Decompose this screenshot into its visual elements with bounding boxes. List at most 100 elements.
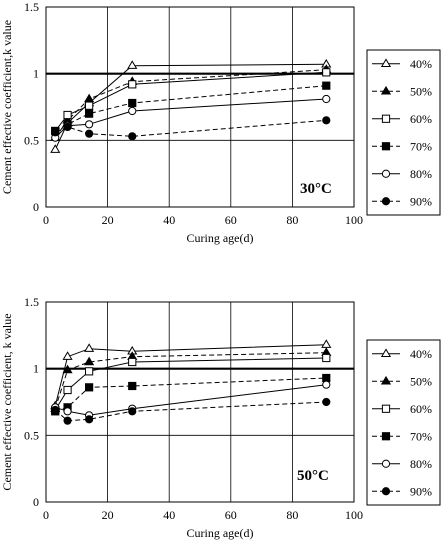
data-point (322, 68, 331, 77)
data-point (51, 128, 60, 137)
x-tick-label: 20 (102, 508, 114, 522)
x-tick-label: 60 (225, 508, 237, 522)
legend-marker (380, 348, 392, 357)
data-point (63, 122, 72, 132)
data-point (63, 110, 72, 120)
data-point (321, 339, 332, 348)
x-tick-label: 80 (286, 508, 298, 522)
legend-marker (381, 432, 391, 441)
legend-label: 50% (410, 374, 432, 388)
legend-label: 80% (410, 457, 432, 471)
legend-label: 90% (410, 194, 432, 208)
data-point (128, 381, 137, 391)
x-tick-label: 100 (345, 508, 363, 522)
x-tick-label: 40 (163, 508, 175, 522)
series-line (54, 69, 327, 138)
data-point (63, 385, 72, 395)
y-tick-label: 0.5 (24, 133, 39, 147)
data-point (322, 116, 331, 125)
data-point (322, 380, 331, 389)
series-80pct (51, 380, 331, 420)
chart-panel-2: 0 20 40 60 80 100 0 0.5 1 1.5 Curing age(d) Cement … (0, 295, 441, 540)
legend-label: 70% (410, 139, 432, 153)
legend-label: 40% (410, 57, 432, 71)
data-point (85, 120, 94, 129)
data-point (128, 132, 137, 141)
data-point (128, 98, 137, 108)
legend-marker (381, 142, 391, 151)
data-point (62, 364, 73, 374)
legend-marker (381, 197, 391, 206)
series-line (55, 377, 327, 412)
series-line (54, 352, 327, 409)
y-tick-label: 1 (33, 362, 39, 376)
x-tick-label: 0 (43, 508, 49, 522)
series-line (54, 85, 327, 132)
data-point (50, 144, 61, 153)
x-tick-label: 100 (345, 213, 363, 227)
x-tick-label: 0 (43, 213, 49, 227)
legend-label: 60% (410, 112, 432, 126)
x-axis-label: Curing age(d) (187, 526, 254, 540)
legend-marker (381, 404, 391, 413)
data-point (85, 383, 94, 392)
data-point (85, 109, 94, 118)
legend-marker (381, 459, 391, 468)
data-point (128, 80, 137, 89)
plot-area (45, 6, 355, 208)
legend-label: 60% (410, 402, 432, 416)
y-tick-label: 0.5 (24, 428, 39, 442)
legend-label: 80% (410, 167, 432, 181)
data-point (128, 106, 137, 116)
y-tick-label: 1 (33, 67, 39, 81)
legend-label: 50% (410, 84, 432, 98)
data-point (84, 93, 95, 103)
legend-marker (381, 114, 391, 123)
data-point (322, 353, 331, 363)
legend: 40% 50% 60% 70% 80% 90% (366, 339, 441, 506)
legend-label: 40% (410, 347, 432, 361)
y-tick-label: 0 (33, 495, 39, 509)
data-point (322, 81, 331, 90)
legend-marker (380, 375, 392, 385)
legend-box (366, 49, 441, 216)
panel-label: 50°C (297, 468, 329, 484)
x-tick-label: 40 (163, 213, 175, 227)
data-point (127, 60, 138, 69)
data-point (85, 415, 94, 424)
data-point (322, 94, 331, 104)
data-point (85, 129, 94, 138)
x-tick-label: 20 (102, 213, 114, 227)
panel-label: 30°C (300, 181, 332, 197)
legend-marker (381, 169, 391, 178)
y-axis-label: Cement effective coefficient, k value (0, 313, 14, 490)
legend-label: 90% (410, 484, 432, 498)
data-point (85, 367, 94, 376)
data-point (84, 356, 95, 366)
data-point (128, 357, 137, 367)
data-point (84, 343, 95, 352)
data-point (63, 407, 72, 416)
x-tick-label: 80 (286, 213, 298, 227)
legend-marker (380, 58, 392, 67)
series-90pct (51, 397, 331, 425)
data-point (128, 407, 137, 416)
y-axis-label: Cement effective coefficient,k value (0, 20, 14, 194)
legend-marker (381, 487, 391, 496)
data-point (51, 405, 60, 415)
data-point (63, 416, 72, 425)
data-point (322, 373, 331, 383)
data-point (62, 351, 73, 360)
y-tick-label: 1.5 (24, 295, 39, 309)
chart-panel-1: 0 20 40 60 80 100 0 0.5 1 1.5 Curing age(d) Cement … (0, 0, 441, 245)
y-tick-label: 1.5 (24, 0, 39, 14)
series-70pct (51, 81, 331, 136)
data-point (322, 397, 331, 407)
x-axis-label: Curing age(d) (187, 231, 254, 245)
legend-box (366, 339, 441, 506)
x-tick-label: 60 (225, 213, 237, 227)
legend-label: 70% (410, 429, 432, 443)
y-tick-label: 0 (33, 200, 39, 214)
series-line (54, 401, 327, 422)
